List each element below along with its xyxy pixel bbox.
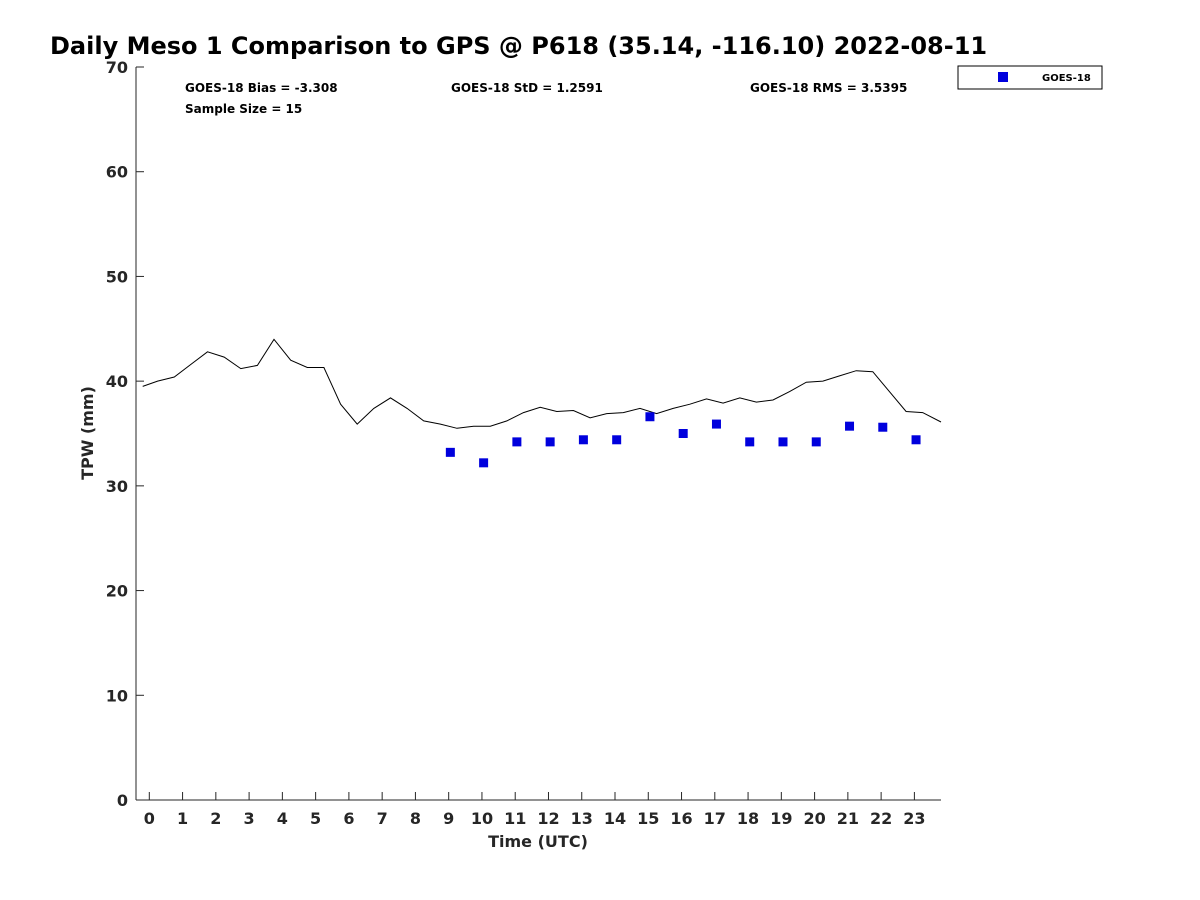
- y-tick-label: 0: [117, 791, 128, 810]
- x-tick-label: 22: [870, 809, 892, 828]
- x-tick-label: 0: [144, 809, 155, 828]
- chart-title: Daily Meso 1 Comparison to GPS @ P618 (3…: [50, 32, 987, 60]
- legend-label-goes-18: GOES-18: [1042, 73, 1091, 84]
- x-tick-label: 19: [770, 809, 792, 828]
- x-tick-label: 3: [244, 809, 255, 828]
- data-point-goes-18: [878, 422, 888, 432]
- y-tick-label: 10: [106, 686, 128, 705]
- x-tick-label: 20: [803, 809, 825, 828]
- x-tick-label: 21: [837, 809, 859, 828]
- data-point-goes-18: [811, 437, 821, 447]
- x-tick-label: 1: [177, 809, 188, 828]
- y-tick-label: 30: [106, 477, 128, 496]
- x-tick-label: 14: [604, 809, 626, 828]
- data-point-goes-18: [678, 429, 688, 438]
- x-tick-label: 4: [277, 809, 288, 828]
- x-tick-label: 8: [410, 809, 421, 828]
- x-tick-label: 13: [571, 809, 593, 828]
- data-point-goes-18: [911, 435, 921, 445]
- x-axis-label: Time (UTC): [488, 832, 588, 851]
- y-tick-label: 60: [106, 163, 128, 182]
- data-point-goes-18: [612, 435, 622, 445]
- data-point-goes-18: [645, 412, 655, 422]
- data-point-goes-18: [479, 458, 489, 468]
- y-axis-label: TPW (mm): [78, 386, 97, 480]
- stat-sample-size: Sample Size = 15: [185, 102, 302, 116]
- data-point-goes-18: [512, 437, 522, 447]
- x-tick-label: 9: [443, 809, 454, 828]
- data-point-goes-18: [778, 437, 788, 447]
- x-tick-label: 15: [637, 809, 659, 828]
- legend: GOES-18: [957, 65, 1103, 90]
- y-tick-label: 20: [106, 582, 128, 601]
- x-tick-label: 18: [737, 809, 759, 828]
- x-tick-label: 10: [471, 809, 493, 828]
- x-tick-label: 6: [343, 809, 354, 828]
- series-line-gps: [142, 338, 942, 429]
- data-point-goes-18: [445, 447, 455, 457]
- data-point-goes-18: [845, 421, 855, 431]
- x-tick-label: 7: [377, 809, 388, 828]
- x-tick-label: 17: [704, 809, 726, 828]
- y-tick-label: 40: [106, 372, 128, 391]
- data-point-goes-18: [711, 419, 721, 429]
- y-tick-label: 50: [106, 267, 128, 286]
- x-tick-label: 2: [210, 809, 221, 828]
- legend-marker-goes-18: [998, 72, 1008, 82]
- legend-box: [957, 65, 1103, 90]
- data-point-goes-18: [545, 437, 555, 447]
- stat-std: GOES-18 StD = 1.2591: [451, 81, 603, 95]
- stat-bias: GOES-18 Bias = -3.308: [185, 81, 338, 95]
- x-tick-label: 12: [537, 809, 559, 828]
- x-tick-label: 5: [310, 809, 321, 828]
- data-point-goes-18: [745, 437, 755, 447]
- stat-rms: GOES-18 RMS = 3.5395: [750, 81, 907, 95]
- data-point-goes-18: [578, 435, 588, 445]
- x-tick-label: 23: [903, 809, 925, 828]
- x-tick-label: 11: [504, 809, 526, 828]
- x-tick-label: 16: [670, 809, 692, 828]
- y-tick-label: 70: [106, 58, 128, 77]
